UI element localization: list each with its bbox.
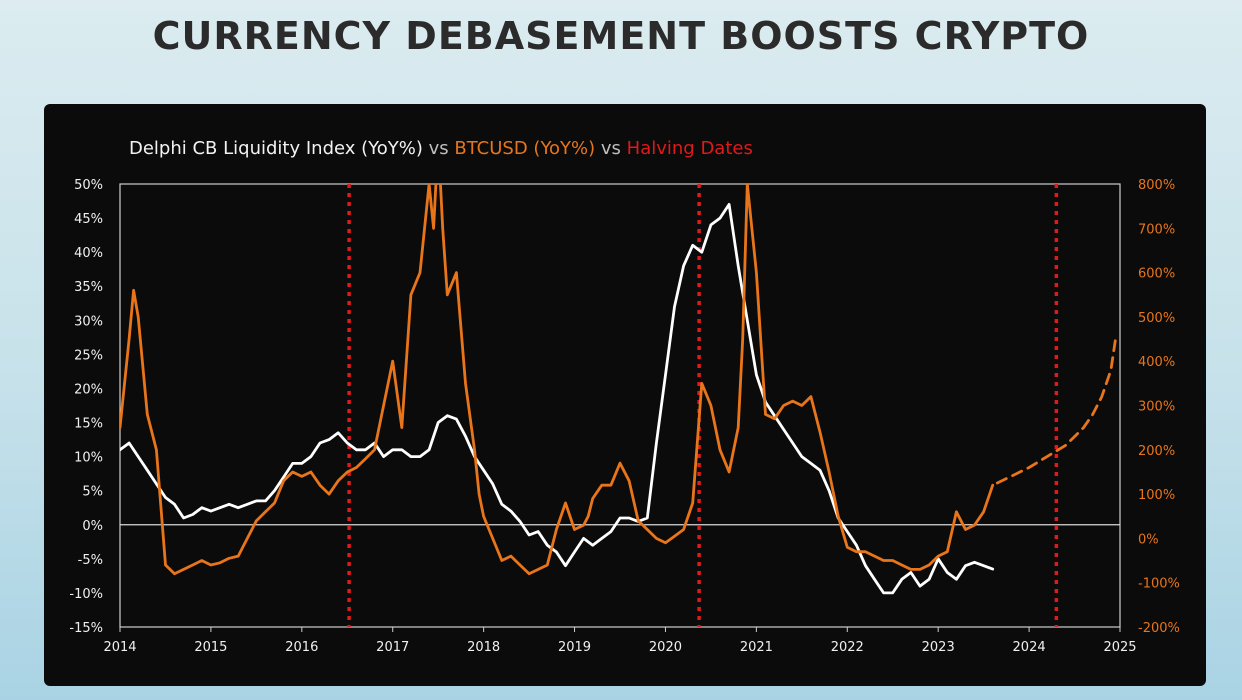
y-right-tick-label: 100% [1138, 488, 1175, 503]
x-tick-label: 2023 [922, 640, 955, 655]
x-tick-label: 2017 [376, 640, 409, 655]
y-right-tick-label: 500% [1138, 311, 1175, 326]
legend-separator: vs [422, 138, 455, 159]
y-left-tick-label: 0% [82, 519, 103, 534]
x-tick-label: 2015 [194, 640, 227, 655]
x-tick-label: 2025 [1103, 640, 1136, 655]
x-tick-label: 2021 [740, 640, 773, 655]
btc-yoy-line [120, 184, 995, 576]
y-right-tick-label: 200% [1138, 444, 1175, 459]
y-right-tick-label: 400% [1138, 355, 1175, 370]
x-tick-label: 2020 [649, 640, 682, 655]
y-right-tick-label: 800% [1138, 178, 1175, 193]
y-left-tick-label: 25% [74, 348, 103, 363]
y-right-tick-label: 300% [1138, 400, 1175, 415]
chart-panel [44, 104, 1206, 686]
y-left-tick-label: -15% [69, 621, 103, 636]
y-right-tick-label: 700% [1138, 222, 1175, 237]
y-right-tick-label: -200% [1138, 621, 1180, 636]
x-tick-label: 2022 [831, 640, 864, 655]
y-left-tick-label: 40% [74, 246, 103, 261]
y-left-tick-label: 15% [74, 417, 103, 432]
y-left-tick-label: -10% [69, 587, 103, 602]
y-left-tick-label: 10% [74, 451, 103, 466]
legend-separator: vs [595, 138, 627, 159]
page-title: CURRENCY DEBASEMENT BOOSTS CRYPTO [152, 14, 1090, 58]
y-left-tick-label: 20% [74, 382, 103, 397]
y-left-tick-label: 30% [74, 314, 103, 329]
y-right-tick-label: 600% [1138, 267, 1175, 282]
liquidity-index-line [120, 202, 995, 595]
y-right-tick-label: -100% [1138, 577, 1180, 592]
legend-btc-label: BTCUSD (YoY%) [454, 138, 596, 159]
plot-area-frame [119, 183, 1121, 628]
y-left-tick-label: 50% [74, 178, 103, 193]
x-tick-label: 2018 [467, 640, 500, 655]
x-tick-label: 2016 [285, 640, 318, 655]
y-left-tick-label: 35% [74, 280, 103, 295]
legend-halving-label: Halving Dates [626, 138, 753, 159]
legend-liquidity-label: Delphi CB Liquidity Index (YoY%) [129, 138, 423, 159]
y-right-tick-label: 0% [1138, 532, 1159, 547]
y-left-tick-label: -5% [78, 553, 103, 568]
y-left-tick-label: 45% [74, 212, 103, 227]
x-tick-label: 2014 [103, 640, 136, 655]
btc-projection-line [995, 337, 1117, 485]
x-tick-label: 2024 [1013, 640, 1046, 655]
x-tick-label: 2019 [558, 640, 591, 655]
chart-legend: Delphi CB Liquidity Index (YoY%) vs BTCU… [129, 138, 753, 159]
y-left-tick-label: 5% [82, 485, 103, 500]
